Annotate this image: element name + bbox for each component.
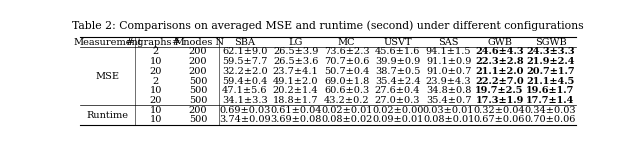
Text: 200: 200 — [189, 67, 207, 76]
Text: 35.4±2.4: 35.4±2.4 — [375, 77, 420, 86]
Text: MC: MC — [338, 38, 355, 47]
Text: SAS: SAS — [438, 38, 459, 47]
Text: 20: 20 — [150, 96, 162, 105]
Text: 34.1±3.3: 34.1±3.3 — [222, 96, 268, 105]
Text: GWB: GWB — [487, 38, 512, 47]
Text: 50.7±0.4: 50.7±0.4 — [324, 67, 369, 76]
Text: 24.6±4.3: 24.6±4.3 — [476, 47, 524, 56]
Text: 59.4±0.4: 59.4±0.4 — [222, 77, 268, 86]
Text: SGWB: SGWB — [534, 38, 566, 47]
Text: 45.6±1.6: 45.6±1.6 — [375, 47, 420, 56]
Text: 91.1±0.9: 91.1±0.9 — [426, 57, 471, 66]
Text: 0.67±0.06: 0.67±0.06 — [474, 115, 525, 124]
Text: 0.61±0.04: 0.61±0.04 — [270, 106, 321, 115]
Text: 500: 500 — [189, 96, 207, 105]
Text: 200: 200 — [189, 106, 207, 115]
Text: MSE: MSE — [95, 72, 119, 81]
Text: 27.0±0.3: 27.0±0.3 — [375, 96, 420, 105]
Text: 21.1±2.0: 21.1±2.0 — [476, 67, 524, 76]
Text: 69.0±1.8: 69.0±1.8 — [324, 77, 369, 86]
Text: 0.02±0.00: 0.02±0.00 — [372, 106, 423, 115]
Text: 49.1±2.0: 49.1±2.0 — [273, 77, 319, 86]
Text: 35.4±0.7: 35.4±0.7 — [426, 96, 471, 105]
Text: USVT: USVT — [383, 38, 412, 47]
Text: # nodes N: # nodes N — [172, 38, 224, 47]
Text: 10: 10 — [150, 57, 162, 66]
Text: 500: 500 — [189, 77, 207, 86]
Text: 32.2±2.0: 32.2±2.0 — [222, 67, 268, 76]
Text: 43.2±0.2: 43.2±0.2 — [324, 96, 369, 105]
Text: 0.08±0.01: 0.08±0.01 — [423, 115, 474, 124]
Text: 22.3±2.8: 22.3±2.8 — [476, 57, 524, 66]
Text: 18.8±1.7: 18.8±1.7 — [273, 96, 319, 105]
Text: 20.7±1.7: 20.7±1.7 — [526, 67, 575, 76]
Text: 70.7±0.6: 70.7±0.6 — [324, 57, 369, 66]
Text: 10: 10 — [150, 86, 162, 95]
Text: 34.8±0.8: 34.8±0.8 — [426, 86, 471, 95]
Text: 2: 2 — [153, 47, 159, 56]
Text: 23.9±4.3: 23.9±4.3 — [426, 77, 472, 86]
Text: LG: LG — [289, 38, 303, 47]
Text: 0.02±0.01: 0.02±0.01 — [321, 106, 372, 115]
Text: 24.3±3.3: 24.3±3.3 — [526, 47, 575, 56]
Text: 0.69±0.03: 0.69±0.03 — [219, 106, 270, 115]
Text: 62.1±9.0: 62.1±9.0 — [222, 47, 268, 56]
Text: 60.6±0.3: 60.6±0.3 — [324, 86, 369, 95]
Text: 26.5±3.6: 26.5±3.6 — [273, 57, 318, 66]
Text: 10: 10 — [150, 106, 162, 115]
Text: # graphs M: # graphs M — [127, 38, 185, 47]
Text: 17.7±1.4: 17.7±1.4 — [526, 96, 575, 105]
Text: 3.69±0.08: 3.69±0.08 — [270, 115, 321, 124]
Text: Runtime: Runtime — [86, 111, 129, 120]
Text: 39.9±0.9: 39.9±0.9 — [375, 57, 420, 66]
Text: 200: 200 — [189, 47, 207, 56]
Text: 23.7±4.1: 23.7±4.1 — [273, 67, 319, 76]
Text: 91.0±0.7: 91.0±0.7 — [426, 67, 471, 76]
Text: 20.2±1.4: 20.2±1.4 — [273, 86, 319, 95]
Text: 22.2±7.0: 22.2±7.0 — [475, 77, 524, 86]
Text: 27.6±0.4: 27.6±0.4 — [375, 86, 420, 95]
Text: 19.6±1.7: 19.6±1.7 — [526, 86, 575, 95]
Text: 21.1±4.5: 21.1±4.5 — [526, 77, 575, 86]
Text: SBA: SBA — [234, 38, 255, 47]
Text: 500: 500 — [189, 86, 207, 95]
Text: 0.03±0.01: 0.03±0.01 — [423, 106, 474, 115]
Text: 0.34±0.03: 0.34±0.03 — [525, 106, 577, 115]
Text: 0.70±0.06: 0.70±0.06 — [525, 115, 576, 124]
Text: 59.5±7.7: 59.5±7.7 — [222, 57, 268, 66]
Text: 20: 20 — [150, 67, 162, 76]
Text: 19.7±2.5: 19.7±2.5 — [476, 86, 524, 95]
Text: 500: 500 — [189, 115, 207, 124]
Text: 0.09±0.01: 0.09±0.01 — [372, 115, 423, 124]
Text: 0.32±0.04: 0.32±0.04 — [474, 106, 525, 115]
Text: 17.3±1.9: 17.3±1.9 — [476, 96, 524, 105]
Text: 26.5±3.9: 26.5±3.9 — [273, 47, 318, 56]
Text: 73.6±2.3: 73.6±2.3 — [324, 47, 369, 56]
Text: 38.7±0.5: 38.7±0.5 — [375, 67, 420, 76]
Text: 200: 200 — [189, 57, 207, 66]
Text: 94.1±1.5: 94.1±1.5 — [426, 47, 471, 56]
Text: 3.74±0.09: 3.74±0.09 — [219, 115, 271, 124]
Text: 47.1±5.6: 47.1±5.6 — [222, 86, 268, 95]
Text: Table 2: Comparisons on averaged MSE and runtime (second) under different config: Table 2: Comparisons on averaged MSE and… — [72, 21, 584, 31]
Text: 0.08±0.02: 0.08±0.02 — [321, 115, 372, 124]
Text: 2: 2 — [153, 77, 159, 86]
Text: 21.9±2.4: 21.9±2.4 — [526, 57, 575, 66]
Text: Measurement: Measurement — [73, 38, 141, 47]
Text: 10: 10 — [150, 115, 162, 124]
